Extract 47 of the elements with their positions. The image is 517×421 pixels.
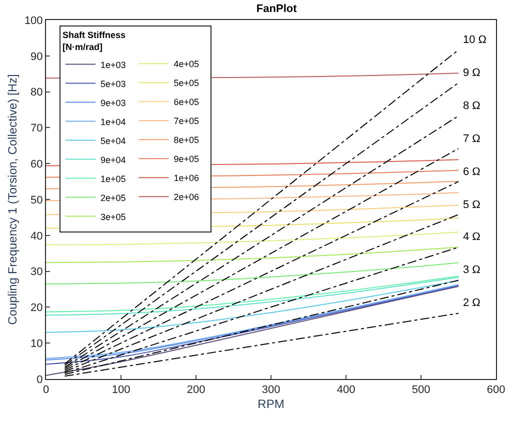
- series-label: 4 Ω: [463, 231, 480, 243]
- legend-label: 5e+04: [100, 136, 126, 146]
- y-tick-label: 40: [30, 230, 43, 242]
- series-label: 9 Ω: [463, 67, 480, 79]
- legend-label: 1e+05: [100, 174, 126, 184]
- y-tick-label: 20: [30, 302, 43, 314]
- y-tick-label: 30: [30, 266, 43, 278]
- legend-title: Shaft Stiffness [N·m/rad]: [62, 30, 126, 52]
- x-tick-label: 500: [412, 384, 430, 396]
- y-tick-label: 80: [30, 86, 43, 99]
- y-tick-label: 50: [30, 194, 43, 206]
- series-label: 6 Ω: [463, 166, 480, 178]
- legend-label: 2e+05: [100, 192, 126, 203]
- legend-label: 1e+04: [100, 116, 126, 127]
- series-label: 7 Ω: [463, 133, 480, 145]
- x-tick-label: 400: [336, 384, 356, 396]
- x-tick-label: 100: [112, 384, 130, 396]
- legend-label: 1e+06: [174, 173, 200, 184]
- y-tick-label: 70: [30, 122, 43, 135]
- legend-label: 4e+05: [174, 59, 200, 70]
- series-label: 3 Ω: [463, 264, 480, 276]
- series-label: 2 Ω: [463, 297, 480, 309]
- chart-title: FanPlot: [256, 2, 298, 15]
- y-tick-label: 60: [30, 158, 43, 170]
- legend-label: 2e+06: [174, 192, 200, 202]
- series-label: 10 Ω: [463, 34, 487, 46]
- y-tick-label: 100: [24, 14, 43, 27]
- legend-label: 3e+05: [100, 212, 126, 222]
- x-axis-title: RPM: [258, 397, 284, 412]
- legend-label: 6e+05: [174, 97, 200, 108]
- series-label: 8 Ω: [463, 100, 480, 112]
- y-tick-label: 0: [36, 374, 43, 386]
- legend-label: 8e+05: [174, 135, 200, 146]
- x-tick-label: 200: [186, 384, 206, 396]
- x-tick-label: 600: [486, 384, 506, 396]
- legend-label: 9e+04: [100, 154, 126, 165]
- y-tick-label: 90: [30, 50, 43, 63]
- legend-label: 9e+03: [100, 98, 126, 108]
- legend-label: 1e+03: [100, 60, 126, 70]
- series-label: 5 Ω: [463, 199, 480, 211]
- legend-label: 5e+05: [174, 78, 200, 88]
- y-tick-label: 10: [30, 338, 43, 350]
- legend-label: 7e+05: [174, 116, 200, 126]
- x-tick-label: 300: [262, 384, 280, 396]
- legend-label: 5e+03: [100, 78, 126, 89]
- legend-label: 9e+05: [174, 154, 200, 164]
- y-axis-title: Coupling Frequency 1 (Torsion, Collective) [Hz]: [6, 74, 20, 325]
